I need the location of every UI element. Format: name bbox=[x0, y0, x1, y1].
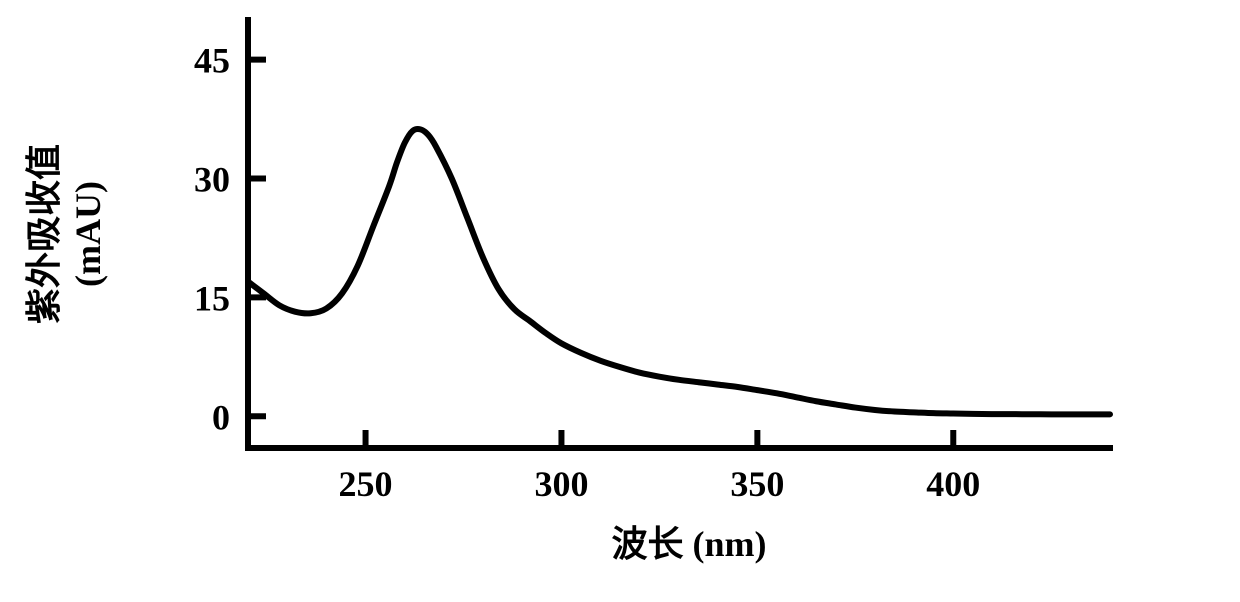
y-axis-label-line1: 紫外吸收值 bbox=[24, 144, 64, 324]
x-tick-label: 400 bbox=[926, 464, 980, 504]
x-axis-label: 波长 (nm) bbox=[612, 524, 767, 564]
x-tick-label: 350 bbox=[730, 464, 784, 504]
y-tick-label: 30 bbox=[194, 160, 230, 200]
x-tick-label: 300 bbox=[534, 464, 588, 504]
chart-background bbox=[0, 0, 1240, 597]
x-tick-label: 250 bbox=[339, 464, 393, 504]
y-tick-label: 0 bbox=[212, 397, 230, 437]
y-axis-label-line2: (mAU) bbox=[68, 181, 108, 287]
y-tick-label: 15 bbox=[194, 278, 230, 318]
y-tick-label: 45 bbox=[194, 41, 230, 81]
uv-absorption-chart: 250 300 350 400 0 15 30 45 波长 (nm) 紫外吸收值(mAU) bbox=[0, 0, 1240, 597]
